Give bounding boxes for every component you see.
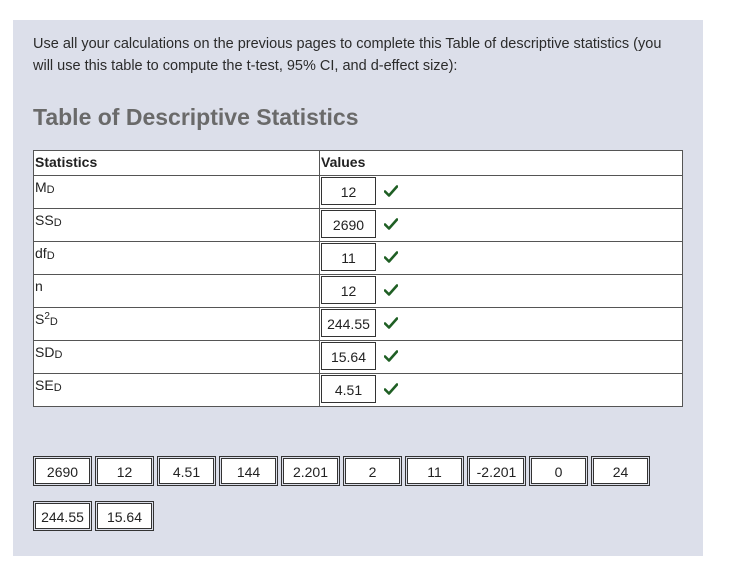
answer-chip[interactable]: 11 (405, 456, 464, 486)
table-heading: Table of Descriptive Statistics (33, 104, 359, 130)
instructions-text: Use all your calculations on the previou… (33, 36, 662, 74)
column-header-statistics: Statistics (33, 150, 320, 176)
value-drop-box[interactable]: 11 (321, 243, 376, 271)
answer-chip[interactable]: 24 (591, 456, 650, 486)
checkmark-icon (384, 350, 398, 362)
table-row: S2D 244.55 (33, 307, 683, 341)
value-drop-box[interactable]: 12 (321, 276, 376, 304)
answer-chip[interactable]: 4.51 (157, 456, 216, 486)
table-row: dfD 11 (33, 241, 683, 275)
table-row: SSD 2690 (33, 208, 683, 242)
checkmark-icon (384, 284, 398, 296)
answer-chip[interactable]: 2 (343, 456, 402, 486)
answer-chip[interactable]: 0 (529, 456, 588, 486)
answer-chip[interactable]: -2.201 (467, 456, 526, 486)
statistic-label: MD (33, 175, 320, 209)
statistic-label: SED (33, 373, 320, 407)
answer-chip[interactable]: 15.64 (95, 501, 154, 531)
column-header-values: Values (319, 150, 683, 176)
table-row: MD 12 (33, 175, 683, 209)
checkmark-icon (384, 185, 398, 197)
answer-chip[interactable]: 2.201 (281, 456, 340, 486)
statistic-label: n (33, 274, 320, 308)
answer-chip[interactable]: 2690 (33, 456, 92, 486)
question-panel: Use all your calculations on the previou… (13, 20, 703, 556)
statistic-label: dfD (33, 241, 320, 275)
statistic-label: SSD (33, 208, 320, 242)
answer-chip[interactable]: 144 (219, 456, 278, 486)
checkmark-icon (384, 383, 398, 395)
value-drop-box[interactable]: 2690 (321, 210, 376, 238)
checkmark-icon (384, 218, 398, 230)
statistic-label: SDD (33, 340, 320, 374)
answer-chip[interactable]: 244.55 (33, 501, 92, 531)
table-row: n 12 (33, 274, 683, 308)
value-drop-box[interactable]: 244.55 (321, 309, 376, 337)
value-drop-box[interactable]: 12 (321, 177, 376, 205)
checkmark-icon (384, 317, 398, 329)
value-drop-box[interactable]: 15.64 (321, 342, 376, 370)
table-row: SDD 15.64 (33, 340, 683, 374)
answer-chip[interactable]: 12 (95, 456, 154, 486)
statistic-label: S2D (33, 307, 320, 341)
table-row: SED 4.51 (33, 373, 683, 407)
descriptive-statistics-table: Statistics Values MD 12 SSD 2690 dfD (33, 150, 683, 407)
value-drop-box[interactable]: 4.51 (321, 375, 376, 403)
checkmark-icon (384, 251, 398, 263)
